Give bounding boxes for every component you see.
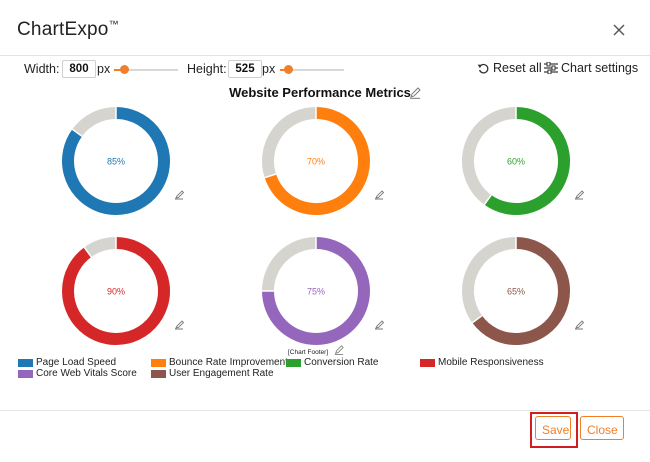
donut-chart-page-load-speed[interactable]: 85% — [62, 107, 185, 215]
chart-legend: Page Load Speed Bounce Rate Improvement Co… — [0, 357, 650, 387]
legend-item[interactable]: Page Load Speed — [18, 357, 116, 368]
save-button[interactable]: Save — [535, 416, 571, 440]
donut-remainder-arc — [462, 107, 517, 205]
edit-footer-pencil-icon[interactable] — [334, 345, 344, 355]
footer-divider — [0, 410, 650, 411]
donut-remainder-arc — [262, 107, 317, 178]
donut-chart-bounce-rate-improvement[interactable]: 70% — [262, 107, 385, 215]
donut-value-arc[interactable] — [264, 107, 370, 215]
width-label: Width: — [24, 62, 60, 76]
legend-label: Page Load Speed — [36, 357, 117, 368]
legend-label: Core Web Vitals Score — [36, 368, 137, 379]
legend-swatch — [151, 358, 166, 367]
legend-item[interactable]: Mobile Responsiveness — [420, 357, 544, 368]
close-button[interactable]: Close — [580, 416, 624, 440]
donut-remainder-arc — [462, 237, 517, 323]
legend-item[interactable]: Conversion Rate — [286, 357, 378, 368]
edit-title-pencil-icon[interactable] — [409, 87, 421, 99]
donut-slice-separator — [83, 246, 92, 258]
width-input[interactable] — [62, 60, 96, 78]
donut-value-label: 85% — [107, 157, 125, 167]
donut-slice-separator — [264, 173, 277, 179]
edit-chart-pencil-icon[interactable] — [175, 190, 185, 200]
settings-sliders-icon — [544, 62, 558, 74]
app-title-text: ChartExpo — [17, 19, 109, 40]
chart-settings-label: Chart settings — [561, 61, 639, 75]
height-slider[interactable] — [280, 65, 344, 74]
trademark-symbol: ™ — [108, 19, 119, 31]
edit-chart-pencil-icon[interactable] — [575, 190, 585, 200]
donut-remainder-arc — [72, 107, 117, 137]
legend-swatch — [286, 358, 301, 367]
chart-title[interactable]: Website Performance Metrics — [0, 85, 650, 100]
width-slider-handle[interactable] — [120, 65, 129, 74]
donut-value-label: 65% — [507, 287, 525, 297]
donut-slice-separator — [483, 194, 492, 206]
legend-label: Mobile Responsiveness — [438, 357, 544, 368]
donut-value-label: 75% — [307, 287, 325, 297]
legend-item[interactable]: User Engagement Rate — [151, 368, 274, 379]
donut-value-label: 90% — [107, 287, 125, 297]
height-unit: px — [262, 62, 276, 76]
donut-value-arc[interactable] — [484, 107, 570, 215]
donut-slice-separator — [71, 128, 83, 137]
donut-value-arc[interactable] — [262, 237, 370, 345]
edit-chart-pencil-icon[interactable] — [375, 190, 385, 200]
legend-swatch — [151, 369, 166, 378]
width-slider[interactable] — [114, 65, 178, 74]
donut-chart-user-engagement-rate[interactable]: 65% — [462, 237, 585, 345]
save-highlight-outline — [530, 412, 578, 448]
legend-label: User Engagement Rate — [169, 368, 274, 379]
legend-label: Conversion Rate — [304, 357, 379, 368]
donut-chart-conversion-rate[interactable]: 60% — [462, 107, 585, 215]
donut-charts-area: 85% 70% 60% 90% 75% 65% — [62, 107, 585, 345]
reset-icon — [477, 63, 489, 74]
legend-item[interactable]: Core Web Vitals Score — [18, 368, 137, 379]
edit-chart-pencil-icon[interactable] — [575, 320, 585, 330]
donut-remainder-arc — [84, 237, 117, 258]
edit-chart-pencil-icon[interactable] — [375, 320, 385, 330]
donut-chart-core-web-vitals-score[interactable]: 75% — [262, 237, 385, 345]
size-controls: Width: px Height: px Reset all Chart set… — [0, 60, 650, 80]
donut-value-arc[interactable] — [62, 107, 170, 215]
reset-all-button[interactable]: Reset all — [477, 61, 542, 75]
donut-remainder-arc — [262, 237, 317, 292]
donut-value-arc[interactable] — [62, 237, 170, 345]
legend-swatch — [420, 358, 435, 367]
donut-value-label: 70% — [307, 157, 325, 167]
close-icon[interactable] — [611, 22, 627, 38]
height-label: Height: — [187, 62, 227, 76]
chart-settings-button[interactable]: Chart settings — [544, 61, 638, 75]
donut-value-arc[interactable] — [472, 237, 570, 345]
donut-value-label: 60% — [507, 157, 525, 167]
legend-swatch — [18, 358, 33, 367]
app-title: ChartExpo™ — [17, 19, 119, 41]
edit-chart-pencil-icon[interactable] — [175, 320, 185, 330]
height-slider-handle[interactable] — [284, 65, 293, 74]
reset-all-label: Reset all — [493, 61, 542, 75]
height-input[interactable] — [228, 60, 262, 78]
width-unit: px — [97, 62, 111, 76]
donut-chart-mobile-responsiveness[interactable]: 90% — [62, 237, 185, 345]
chart-footer[interactable]: [Chart Footer] — [288, 349, 329, 356]
chart-title-text: Website Performance Metrics — [229, 85, 411, 100]
legend-swatch — [18, 369, 33, 378]
legend-item[interactable]: Bounce Rate Improvement — [151, 357, 288, 368]
legend-label: Bounce Rate Improvement — [169, 357, 288, 368]
donut-slice-separator — [471, 315, 483, 324]
dialog-header: ChartExpo™ — [0, 0, 650, 56]
